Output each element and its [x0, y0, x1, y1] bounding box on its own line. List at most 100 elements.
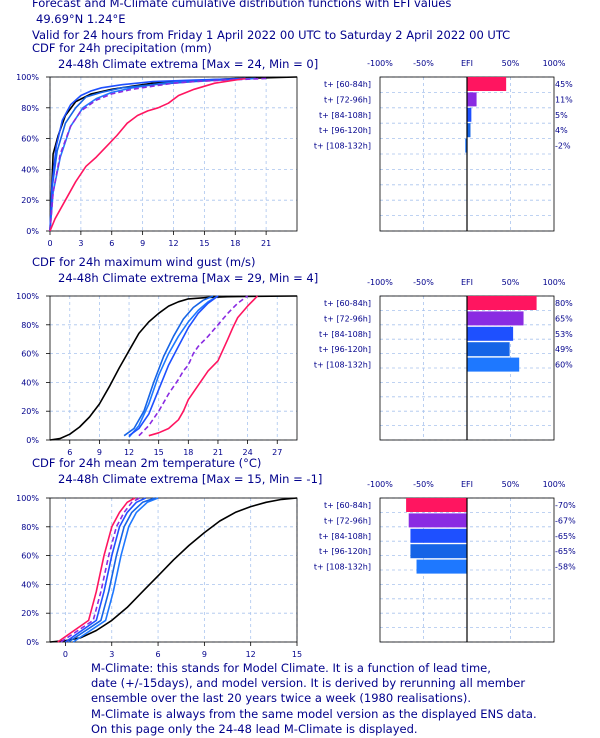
efi-axis-label: -50%	[413, 480, 434, 489]
y-tick-label: 40%	[21, 378, 39, 387]
x-tick-label: 12	[168, 239, 178, 248]
footnote-line: M-Climate is always from the same model …	[91, 706, 537, 721]
efi-axis-label: 100%	[543, 278, 566, 287]
y-tick-label: 60%	[21, 350, 39, 359]
series-line-climate	[49, 497, 298, 643]
efi-axis-label: 100%	[543, 59, 566, 68]
efi-axis-label: EFI	[461, 59, 473, 68]
chart-panel-3: CDF for 24h mean 2m temperature (°C) 24-4…	[16, 456, 576, 659]
efi-axis-label: 50%	[502, 278, 520, 287]
efi-row-label: t+ [72-96h]	[324, 516, 371, 525]
chart-title: CDF for 24h precipitation (mm)	[32, 41, 212, 55]
x-tick-label: 24	[243, 448, 253, 457]
series-line-t84_108	[128, 295, 219, 437]
efi-value-label: -70%	[555, 501, 576, 510]
efi-axis-label: 100%	[543, 480, 566, 489]
efi-axis-label: -50%	[413, 278, 434, 287]
efi-axis-label: -100%	[367, 480, 393, 489]
chart-subtitle: 24-48h Climate extrema [Max = 15, Min = …	[58, 472, 322, 486]
x-tick-label: 18	[183, 448, 193, 457]
efi-row-label: t+ [108-132h]	[314, 361, 371, 370]
x-tick-label: 12	[246, 650, 256, 659]
efi-row-label: t+ [72-96h]	[324, 95, 371, 104]
efi-bar	[416, 559, 467, 574]
series-line-t72_96	[138, 295, 249, 437]
efi-row-label: t+ [72-96h]	[324, 314, 371, 323]
y-tick-label: 100%	[16, 494, 39, 503]
x-tick-label: 6	[67, 448, 72, 457]
x-tick-label: 6	[109, 239, 114, 248]
y-tick-label: 40%	[21, 165, 39, 174]
efi-row-label: t+ [108-132h]	[314, 142, 371, 151]
efi-value-label: 45%	[555, 80, 573, 89]
series-line-t96_120	[68, 497, 156, 643]
efi-value-label: 5%	[555, 111, 568, 120]
series-line-t96_120	[123, 295, 214, 437]
efi-row-label: t+ [60-84h]	[324, 501, 371, 510]
efi-row-label: t+ [84-108h]	[319, 330, 371, 339]
validity-label: Valid for 24 hours from Friday 1 April 2…	[32, 28, 511, 42]
efi-value-label: 53%	[555, 330, 573, 339]
efi-bar	[467, 92, 477, 107]
y-tick-label: 100%	[16, 73, 39, 82]
efi-value-label: -58%	[555, 563, 576, 572]
series-line-t96_120	[49, 77, 246, 232]
efi-row-label: t+ [84-108h]	[319, 111, 371, 120]
efi-axis-label: -50%	[413, 59, 434, 68]
efi-value-label: 11%	[555, 95, 573, 104]
series-line-t108_132	[128, 295, 219, 438]
efi-value-label: -67%	[555, 516, 576, 525]
cdf-frame	[49, 295, 298, 441]
chart-title: CDF for 24h mean 2m temperature (°C)	[32, 456, 261, 470]
x-tick-label: 15	[292, 650, 302, 659]
efi-bar	[467, 342, 510, 357]
efi-bar	[465, 138, 467, 153]
efi-bar	[467, 357, 520, 372]
efi-bar	[467, 311, 524, 326]
x-tick-label: 27	[272, 448, 282, 457]
y-tick-label: 100%	[16, 292, 39, 301]
series-line-t72_96	[49, 77, 267, 232]
efi-value-label: 60%	[555, 361, 573, 370]
efi-axis-label: -100%	[367, 278, 393, 287]
efi-bar	[467, 77, 507, 91]
series-line-t72_96	[60, 497, 140, 643]
efi-row-label: t+ [60-84h]	[324, 299, 371, 308]
x-tick-label: 0	[47, 239, 52, 248]
y-tick-label: 20%	[21, 407, 39, 416]
y-tick-label: 60%	[21, 135, 39, 144]
series-line-climate	[49, 295, 298, 441]
efi-value-label: 4%	[555, 126, 568, 135]
efi-axis-label: EFI	[461, 480, 473, 489]
x-tick-label: 21	[261, 239, 271, 248]
efi-axis-label: 50%	[502, 59, 520, 68]
efi-row-label: t+ [96-120h]	[319, 126, 371, 135]
series-line-t84_108	[49, 77, 246, 232]
x-tick-label: 0	[63, 650, 68, 659]
efi-value-label: -65%	[555, 547, 576, 556]
footnote-line: ensemble over the last 20 years twice a …	[91, 691, 472, 706]
x-tick-label: 15	[199, 239, 209, 248]
efi-bar	[467, 123, 471, 138]
location-label: 49.69°N 1.24°E	[36, 12, 126, 26]
y-tick-label: 40%	[21, 580, 39, 589]
footnote-line: M-Climate: this stands for Model Climate…	[91, 661, 491, 675]
x-tick-label: 3	[78, 239, 83, 248]
y-tick-label: 0%	[26, 227, 39, 236]
x-tick-label: 9	[202, 650, 207, 659]
efi-value-label: 80%	[555, 299, 573, 308]
series-line-t108_132	[72, 497, 159, 643]
efi-bar	[467, 296, 537, 310]
efi-axis-label: -100%	[367, 59, 393, 68]
y-tick-label: 80%	[21, 523, 39, 532]
y-tick-label: 0%	[26, 638, 39, 647]
chart-title: CDF for 24h maximum wind gust (m/s)	[32, 255, 255, 269]
chart-panel-1: CDF for 24h precipitation (mm) 24-48h Cli…	[16, 41, 573, 248]
series-line-t60_84	[49, 77, 246, 232]
x-tick-label: 6	[156, 650, 161, 659]
chart-subtitle: 24-48h Climate extrema [Max = 29, Min = …	[58, 271, 318, 285]
efi-bar	[406, 498, 467, 512]
efi-value-label: 49%	[555, 345, 573, 354]
cdf-frame	[49, 76, 298, 232]
